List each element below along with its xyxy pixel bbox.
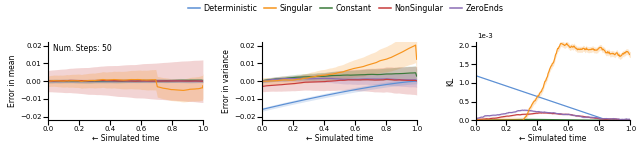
Text: 1e-3: 1e-3	[477, 33, 493, 39]
Legend: Deterministic, Singular, Constant, NonSingular, ZeroEnds: Deterministic, Singular, Constant, NonSi…	[184, 1, 507, 16]
Y-axis label: KL: KL	[446, 76, 455, 86]
X-axis label: ← Simulated time: ← Simulated time	[92, 134, 159, 143]
Text: Num. Steps: 50: Num. Steps: 50	[52, 44, 111, 54]
X-axis label: ← Simulated time: ← Simulated time	[305, 134, 373, 143]
Y-axis label: Error in mean: Error in mean	[8, 55, 17, 107]
X-axis label: ← Simulated time: ← Simulated time	[519, 134, 587, 143]
Y-axis label: Error in variance: Error in variance	[222, 49, 231, 113]
